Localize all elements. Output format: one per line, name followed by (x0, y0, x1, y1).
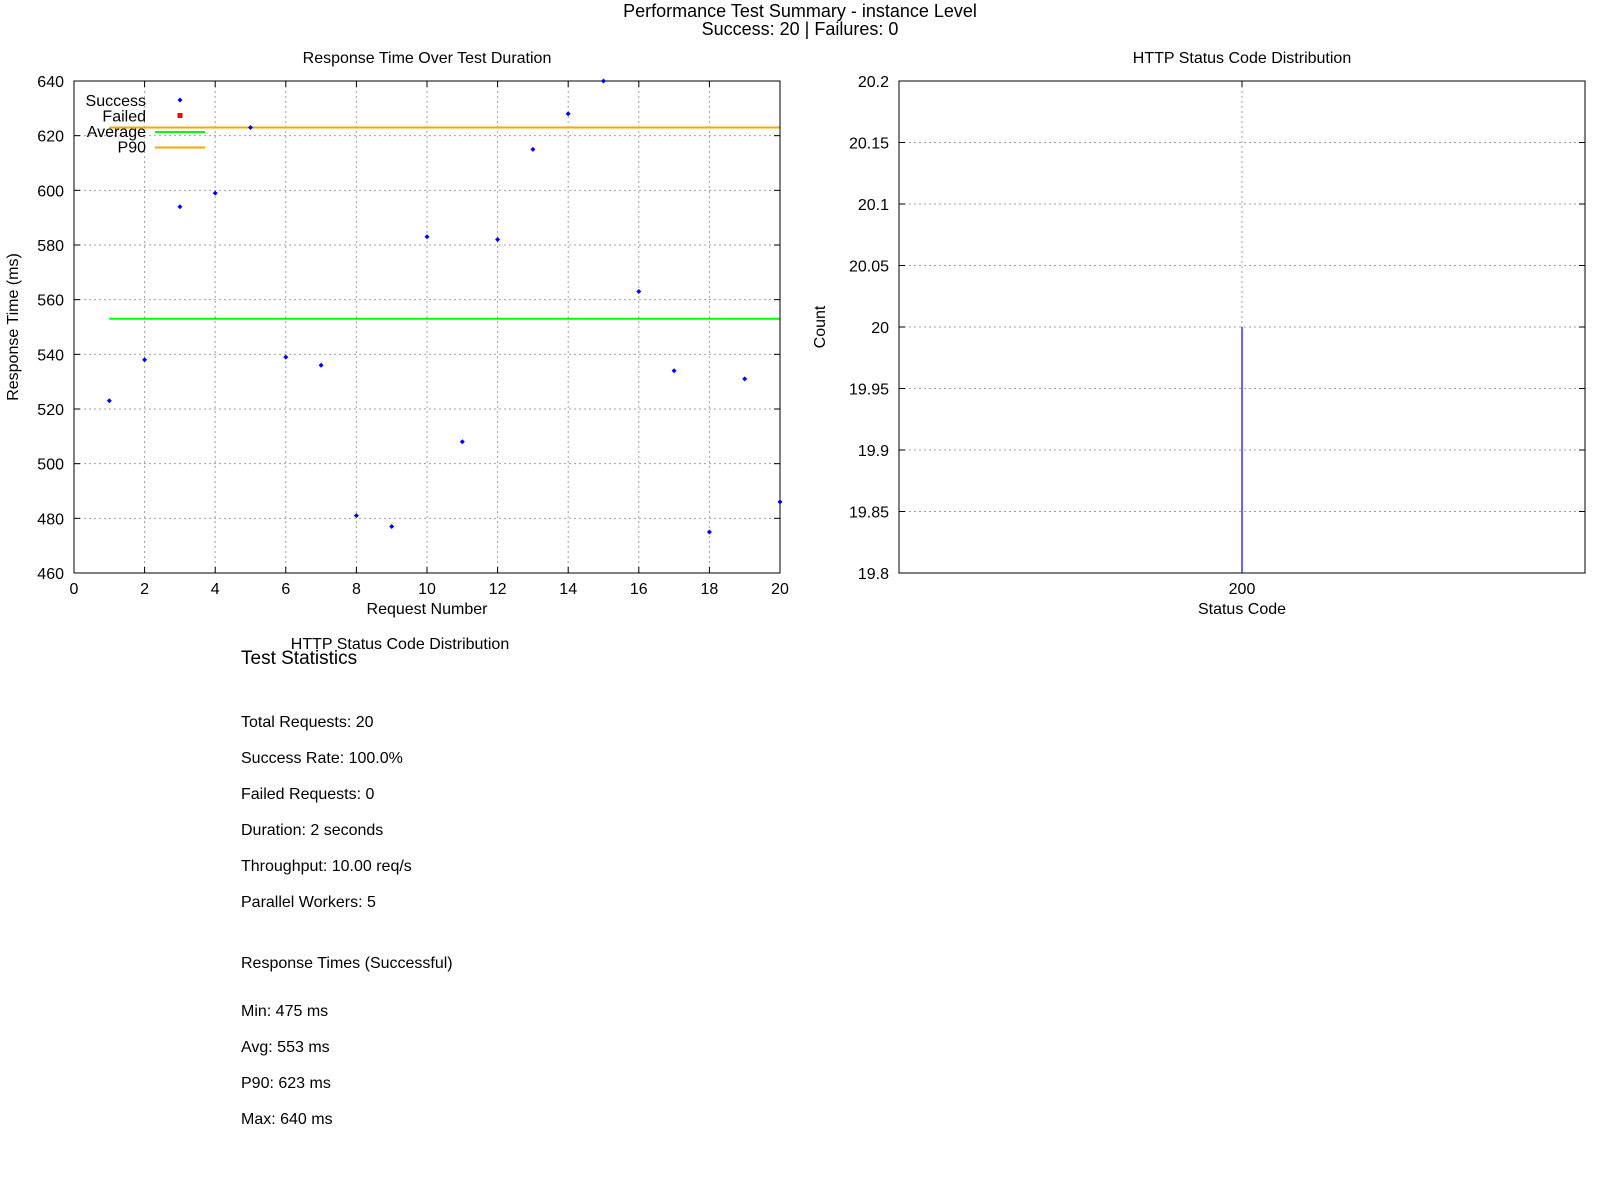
tick-label-x: 12 (489, 581, 507, 598)
tick-label-y: 19.8 (858, 566, 889, 583)
stats-heading: Test Statistics (241, 648, 358, 669)
tick-label-x: 0 (70, 581, 79, 598)
legend-label: Success (86, 93, 146, 110)
tick-label-y: 500 (37, 457, 64, 474)
stat-max: Max: 640 ms (241, 1111, 333, 1128)
data-point-success (636, 288, 642, 294)
legend-label: P90 (118, 140, 147, 157)
data-point-success (495, 237, 501, 243)
stat-min: Min: 475 ms (241, 1003, 329, 1020)
tick-label-x: 14 (559, 581, 577, 598)
data-point-success (177, 204, 183, 210)
tick-label-y: 540 (37, 347, 64, 364)
data-point-success (248, 124, 253, 130)
data-point-success (530, 146, 536, 152)
data-point-success (353, 513, 359, 519)
x-axis-label: Status Code (1198, 601, 1286, 618)
tick-label-y: 19.95 (849, 382, 889, 399)
stat-avg: Avg: 553 ms (241, 1039, 330, 1056)
tick-label-x: 20 (771, 581, 789, 598)
stat-throughput: Throughput: 10.00 req/s (241, 858, 412, 875)
stat-duration: Duration: 2 seconds (241, 822, 384, 839)
data-point-success (283, 354, 289, 360)
legend-label: Average (87, 124, 146, 141)
data-point-success (212, 190, 218, 196)
legend-swatch-success (177, 97, 183, 103)
chart-title: Response Time Over Test Duration (303, 50, 552, 67)
tick-label-x: 6 (281, 581, 290, 598)
tick-label-x: 4 (211, 581, 220, 598)
tick-label-x: 8 (352, 581, 361, 598)
tick-label-y: 580 (37, 238, 64, 255)
legend-label: Failed (102, 109, 146, 126)
tick-label-y: 620 (37, 129, 64, 146)
tick-label-y: 480 (37, 511, 64, 528)
data-point-success (318, 362, 324, 368)
tick-label-x: 200 (1229, 581, 1256, 598)
tick-label-y: 20.05 (849, 259, 889, 276)
tick-label-x: 2 (140, 581, 149, 598)
data-point-success (565, 111, 571, 117)
x-axis-label: Request Number (367, 601, 489, 618)
tick-label-y: 20.15 (849, 136, 889, 153)
response-time-chart: 460 480 500 520 540 560 580 600 620 640 0 2 4 6 8 10 12 1… (5, 50, 789, 618)
tick-label-y: 640 (37, 74, 64, 91)
stat-p90: P90: 623 ms (241, 1075, 331, 1092)
y-axis-label: Response Time (ms) (5, 253, 22, 401)
stat-parallel-workers: Parallel Workers: 5 (241, 894, 376, 911)
y-axis-label: Count (812, 305, 829, 348)
data-point-success (671, 368, 677, 374)
stats-section-caption: HTTP Status Code Distribution (291, 636, 509, 653)
tick-label-y: 20 (871, 320, 889, 337)
data-point-success (424, 234, 430, 240)
tick-label-y: 600 (37, 183, 64, 200)
chart-title: HTTP Status Code Distribution (1133, 50, 1351, 67)
stat-success-rate: Success Rate: 100.0% (241, 750, 403, 767)
tick-label-y: 560 (37, 293, 64, 310)
stat-failed-requests: Failed Requests: 0 (241, 786, 375, 803)
tick-label-x: 18 (701, 581, 719, 598)
data-point-success (601, 78, 606, 84)
page-subtitle: Success: 20 | Failures: 0 (701, 19, 899, 39)
tick-label-x: 16 (630, 581, 648, 598)
page-title: Performance Test Summary - instance Leve… (623, 1, 977, 21)
tick-label-y: 520 (37, 402, 64, 419)
status-code-chart: 19.8 19.85 19.9 19.95 20 20.05 20.1 20.15 20.2 20… (812, 50, 1586, 618)
data-point-success (142, 357, 148, 363)
data-point-success (459, 439, 465, 445)
plot-frame (898, 80, 1586, 574)
data-point-success (706, 529, 712, 535)
tick-label-y: 19.85 (849, 505, 889, 522)
tick-label-y: 20.1 (858, 197, 889, 214)
plot-frame (73, 80, 781, 574)
data-point-success (777, 499, 783, 505)
data-point-success (742, 376, 748, 382)
response-times-heading: Response Times (Successful) (241, 955, 453, 972)
legend-swatch-failed (177, 113, 183, 118)
tick-label-y: 20.2 (858, 74, 889, 91)
data-point-success (389, 524, 395, 530)
tick-label-y: 19.9 (858, 443, 889, 460)
data-point-success (106, 398, 112, 404)
stat-total-requests: Total Requests: 20 (241, 714, 374, 731)
tick-label-x: 10 (418, 581, 436, 598)
tick-label-y: 460 (37, 566, 64, 583)
